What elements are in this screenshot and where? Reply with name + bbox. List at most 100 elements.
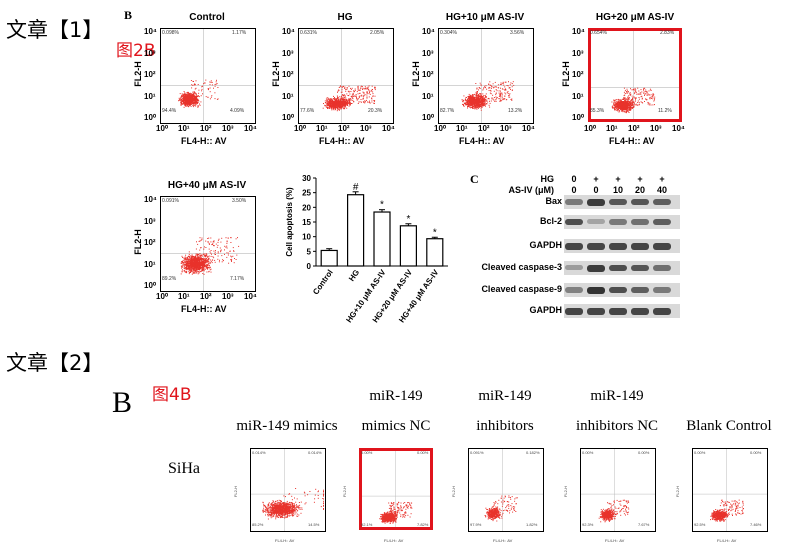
scatter-dot <box>190 265 192 267</box>
scatter-dot <box>327 99 329 101</box>
scatter-dot <box>334 104 336 106</box>
scatter-dot <box>186 266 188 268</box>
scatter-dot <box>365 88 367 90</box>
scatter-dot <box>195 95 197 97</box>
scatter-dot <box>362 89 364 90</box>
scatter-dot <box>467 100 469 102</box>
scatter-dot <box>632 89 634 91</box>
scatter-dot <box>359 92 361 94</box>
scatter-dot <box>477 91 478 92</box>
scatter-dot <box>184 103 186 105</box>
scatter-dot <box>483 100 485 102</box>
scatter-dot <box>624 97 626 99</box>
scatter-dot <box>192 258 194 260</box>
scatter-dot <box>357 88 359 90</box>
scatter-dot <box>208 237 210 239</box>
scatter-dot <box>202 267 204 269</box>
scatter-dot <box>476 95 478 97</box>
scatter-dot <box>205 255 207 257</box>
scatter-dot <box>631 99 633 101</box>
scatter-dot <box>188 92 189 94</box>
scatter-dot <box>477 92 478 94</box>
scatter-dot <box>333 98 335 99</box>
scatter-dot <box>483 99 484 100</box>
scatter-dot <box>632 102 634 104</box>
scatter-dot <box>626 106 628 108</box>
scatter-dot <box>629 92 631 94</box>
scatter-dot <box>185 105 187 107</box>
scatter-dot <box>627 98 629 100</box>
scatter-dot <box>184 263 186 265</box>
scatter-dot <box>204 262 206 263</box>
scatter-dot <box>214 259 216 261</box>
scatter-dot <box>197 100 199 102</box>
scatter-dot <box>478 95 480 97</box>
scatter-dot <box>217 252 219 254</box>
scatter-dot <box>336 103 338 105</box>
scatter-dot <box>469 106 471 108</box>
scatter-dot <box>347 102 348 104</box>
scatter-dot <box>472 107 474 109</box>
scatter-dot <box>192 267 193 269</box>
scatter-dot <box>470 95 471 97</box>
scatter-dot <box>484 104 486 106</box>
scatter-dot <box>209 81 211 83</box>
scatter-dot <box>483 105 485 106</box>
scatter-dot <box>352 98 354 100</box>
scatter-dot <box>350 88 352 90</box>
scatter-dot <box>359 101 361 103</box>
scatter-dot <box>198 271 200 273</box>
scatter-dot <box>204 268 206 270</box>
scatter-dot <box>351 93 353 95</box>
scatter-dot <box>200 259 202 261</box>
scatter-dot <box>465 102 467 104</box>
scatter-dot <box>347 90 349 92</box>
scatter-dot <box>209 98 211 100</box>
scatter-dot <box>198 106 199 108</box>
scatter-dot <box>509 93 511 95</box>
scatter-dot <box>206 267 208 269</box>
scatter-dot <box>488 104 490 106</box>
scatter-dot <box>621 106 623 108</box>
scatter-dot <box>472 107 473 109</box>
scatter-dot <box>343 95 344 96</box>
y-tick-label: 5 <box>307 247 312 256</box>
scatter-dot <box>643 89 645 91</box>
wb-hg-value: + <box>659 174 665 184</box>
scatter-dot <box>363 92 365 94</box>
scatter-dot <box>368 85 370 87</box>
scatter-dot <box>613 105 615 107</box>
scatter-dot <box>352 97 354 99</box>
scatter-dot <box>327 102 329 104</box>
scatter-dot <box>201 90 203 92</box>
scatter-dot <box>331 98 333 100</box>
scatter-dot <box>189 103 191 105</box>
scatter-dot <box>469 98 470 100</box>
scatter-dot <box>633 106 635 108</box>
scatter-dot <box>184 256 186 258</box>
scatter-dot <box>331 100 333 102</box>
scatter-dot <box>506 99 508 101</box>
scatter-dot <box>206 258 207 260</box>
y-axis-label: FL2-H <box>133 229 143 255</box>
scatter-dot <box>466 104 468 106</box>
scatter-dot <box>225 246 227 248</box>
scatter-dot <box>202 266 204 268</box>
scatter-dot <box>473 103 475 105</box>
scatter-dot <box>623 97 625 99</box>
scatter-dot <box>371 98 373 99</box>
scatter-dot <box>651 96 653 98</box>
scatter-dot <box>366 92 368 94</box>
scatter-dot <box>502 82 504 84</box>
scatter-dot <box>195 265 197 267</box>
scatter-dot <box>327 99 329 101</box>
scatter-dot <box>199 260 201 262</box>
x-axis-label: FL4-H:: AV <box>459 136 505 146</box>
scatter-dot <box>234 258 235 259</box>
scatter-dot <box>624 111 626 113</box>
scatter-dot <box>227 237 229 239</box>
scatter-dot <box>462 99 464 101</box>
scatter-dot <box>349 93 351 95</box>
scatter-dot <box>341 98 343 100</box>
scatter-dot <box>337 108 339 110</box>
